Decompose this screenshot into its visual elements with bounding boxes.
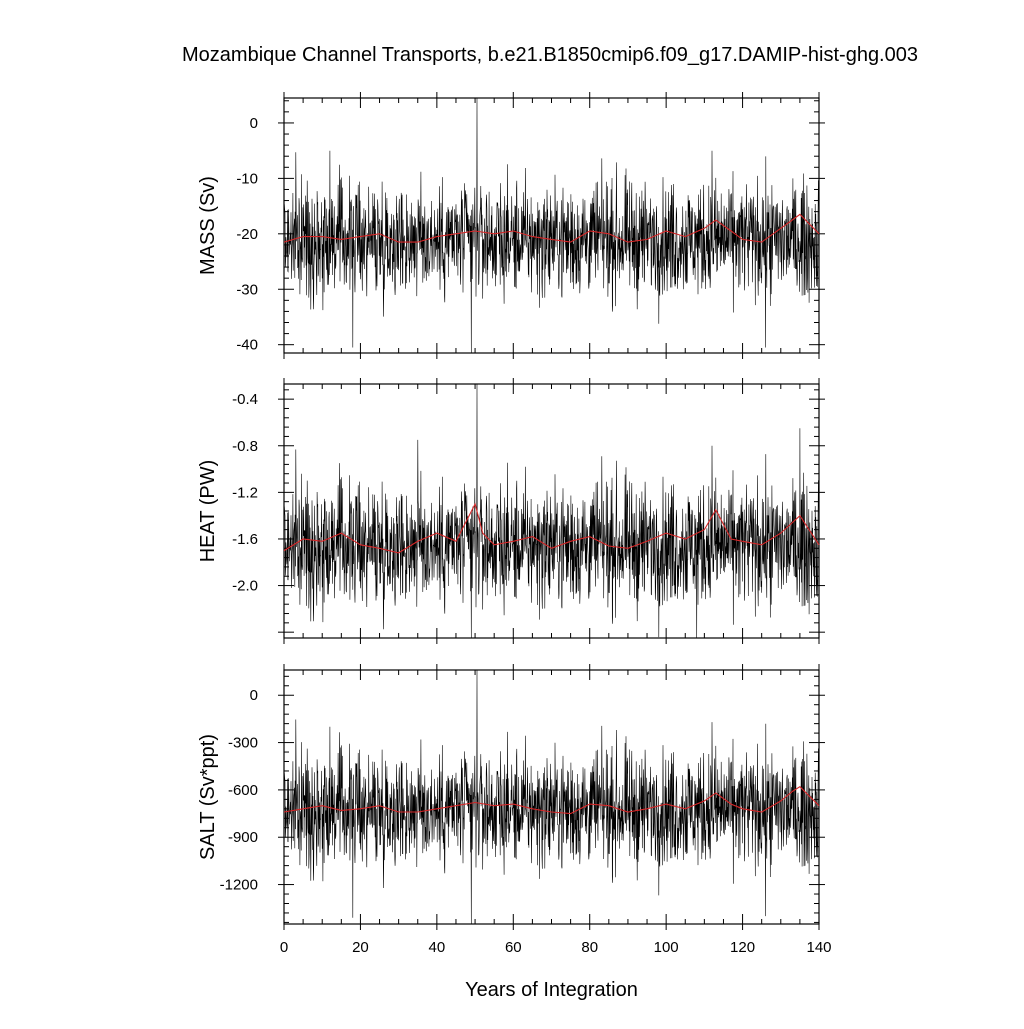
panel-mass: 0 -10 -20 -30 -40 MASS (Sv) <box>197 92 825 359</box>
x-tick-label: 0 <box>280 939 288 956</box>
y-tick-label: -20 <box>236 226 258 243</box>
y-tick-label: -10 <box>236 170 258 187</box>
x-tick-label: 60 <box>505 939 522 956</box>
x-tick-label: 40 <box>429 939 446 956</box>
y-tick-label: -40 <box>236 337 258 354</box>
series-smoothed-heat <box>283 502 820 554</box>
series-raw-salt <box>283 669 820 925</box>
series-smoothed-salt <box>283 786 820 815</box>
x-tick-label: 20 <box>352 939 369 956</box>
y-tick-label: 0 <box>250 687 258 704</box>
y-tick-label: -1.6 <box>232 531 258 548</box>
y-tick-label: -300 <box>228 735 258 752</box>
y-tick-label: -2.0 <box>232 578 258 595</box>
x-tick-label: 100 <box>654 939 679 956</box>
y-tick-label: -30 <box>236 281 258 298</box>
x-axis-label: Years of Integration <box>465 979 638 1001</box>
y-tick-label: -0.4 <box>232 391 258 408</box>
y-axis-label: SALT (Sv*ppt) <box>197 734 219 860</box>
y-tick-label: -600 <box>228 782 258 799</box>
series-raw-mass <box>283 97 820 354</box>
plot-frame <box>283 383 820 639</box>
y-axis-label: HEAT (PW) <box>197 460 219 563</box>
series-smoothed-mass <box>283 213 820 243</box>
y-axis-label: MASS (Sv) <box>197 176 219 275</box>
chart-title: Mozambique Channel Transports, b.e21.B18… <box>182 44 918 66</box>
y-tick-label: -900 <box>228 829 258 846</box>
y-tick-label: -1.2 <box>232 484 258 501</box>
x-tick-label: 120 <box>730 939 755 956</box>
series-raw-heat <box>283 383 820 639</box>
x-tick-label: 140 <box>806 939 831 956</box>
panel-heat: -0.4 -0.8 -1.2 -1.6 -2.0 HEAT (PW) <box>197 378 825 644</box>
y-tick-label: -0.8 <box>232 438 258 455</box>
x-tick-label: 80 <box>581 939 598 956</box>
y-tick-label: 0 <box>250 115 258 132</box>
y-tick-label: -1200 <box>220 877 258 894</box>
